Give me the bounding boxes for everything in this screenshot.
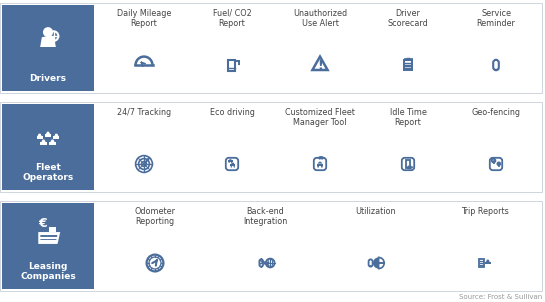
Text: Drivers: Drivers [29, 74, 66, 83]
Bar [2, 5, 94, 91]
Text: Fuel/ CO2
Report: Fuel/ CO2 Report [213, 9, 251, 28]
Bar [45, 134, 51, 137]
Bar [49, 227, 56, 232]
Text: Service
Reminder: Service Reminder [476, 9, 516, 28]
Text: Driver
Scorecard: Driver Scorecard [387, 9, 428, 28]
Polygon shape [38, 134, 42, 136]
Text: €: € [39, 217, 47, 230]
Circle shape [233, 166, 235, 168]
Text: Customized Fleet
Manager Tool: Customized Fleet Manager Tool [285, 108, 355, 127]
Bar [485, 262, 490, 264]
Bar [228, 160, 233, 162]
Polygon shape [40, 36, 56, 47]
Bar [37, 136, 43, 139]
Bar [50, 142, 56, 145]
Text: Utilization: Utilization [355, 207, 395, 216]
Text: Fleet
Operators: Fleet Operators [22, 162, 74, 182]
Bar [404, 60, 411, 70]
Bar [40, 142, 47, 145]
Circle shape [231, 166, 232, 168]
Circle shape [238, 64, 240, 65]
Bar [228, 59, 235, 70]
Bar [0, 201, 542, 291]
Circle shape [231, 162, 232, 163]
Polygon shape [50, 140, 55, 142]
Bar [0, 3, 542, 93]
Text: Leasing
Companies: Leasing Companies [20, 262, 76, 281]
Polygon shape [229, 159, 232, 160]
Text: Unauthorized
Use Alert: Unauthorized Use Alert [293, 9, 347, 28]
Bar [2, 203, 94, 289]
Text: Idle Time
Report: Idle Time Report [390, 108, 426, 127]
Bar [53, 136, 59, 139]
Polygon shape [54, 134, 58, 136]
Text: 24/7 Tracking: 24/7 Tracking [117, 108, 171, 117]
Text: !: ! [317, 59, 323, 72]
Text: Back-end
Integration: Back-end Integration [243, 207, 287, 226]
Bar [317, 164, 323, 166]
Circle shape [370, 265, 371, 266]
Bar [405, 160, 410, 168]
Bar [230, 164, 235, 166]
Polygon shape [46, 132, 50, 134]
Wedge shape [373, 257, 379, 268]
Polygon shape [486, 260, 490, 262]
Circle shape [321, 166, 323, 168]
Circle shape [228, 162, 230, 163]
Text: Trip Reports: Trip Reports [461, 207, 509, 216]
Text: Geo-fencing: Geo-fencing [471, 108, 520, 117]
Circle shape [43, 27, 53, 37]
Bar [2, 104, 94, 190]
Polygon shape [318, 162, 323, 164]
Bar [0, 102, 542, 192]
Text: Odometer
Reporting: Odometer Reporting [135, 207, 175, 226]
Bar [479, 259, 484, 267]
Polygon shape [231, 162, 234, 164]
Text: Source: Frost & Sullivan: Source: Frost & Sullivan [459, 294, 542, 300]
Polygon shape [41, 140, 46, 142]
Circle shape [317, 166, 319, 168]
Text: Eco driving: Eco driving [210, 108, 255, 117]
Text: Daily Mileage
Report: Daily Mileage Report [117, 9, 171, 28]
